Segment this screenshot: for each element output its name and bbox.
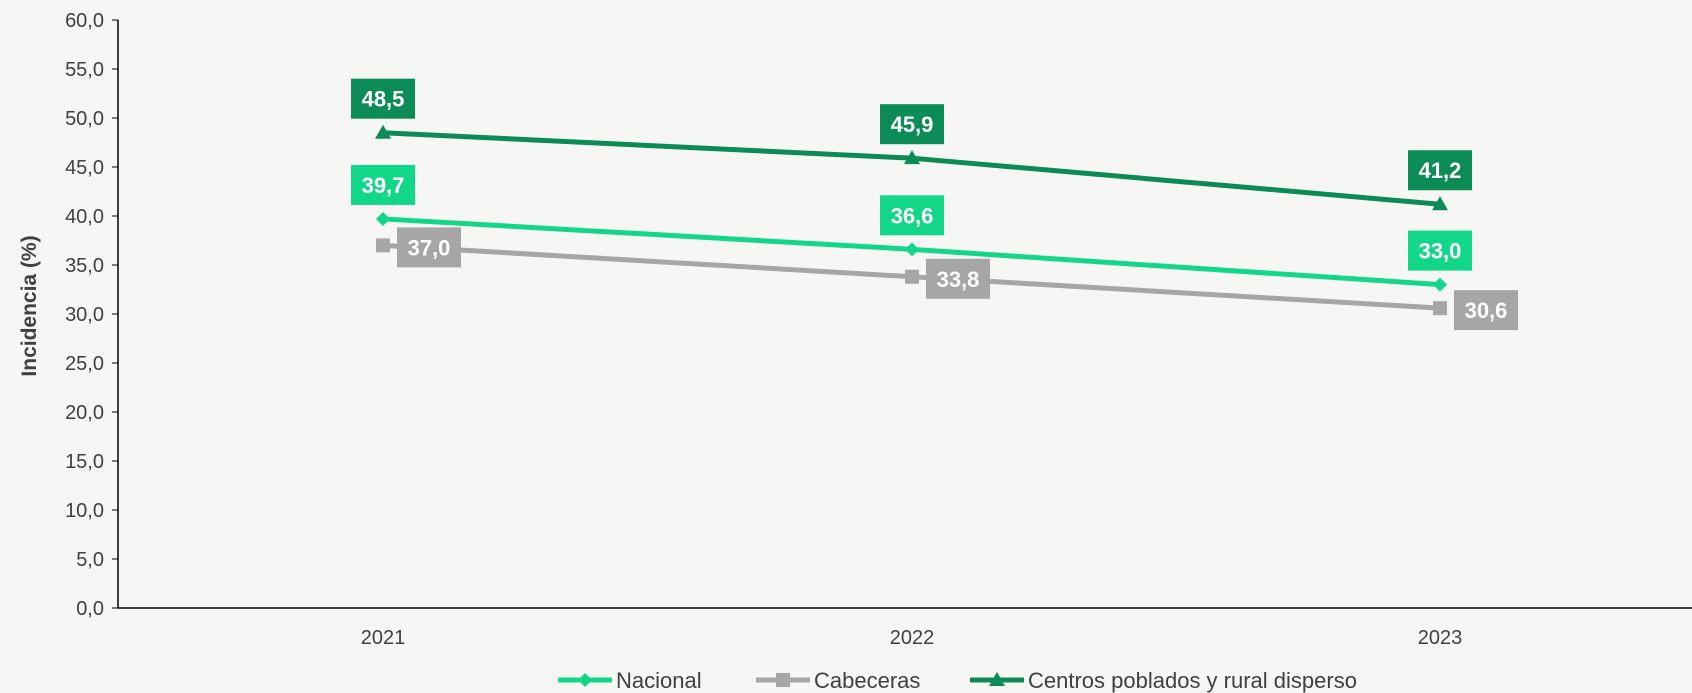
data-point — [1433, 277, 1447, 292]
data-label-text: 37,0 — [408, 235, 451, 260]
data-label-text: 48,5 — [362, 87, 405, 112]
y-tick-label: 45,0 — [65, 157, 104, 179]
y-tick-label: 10,0 — [65, 500, 104, 522]
x-tick-label: 2022 — [890, 627, 935, 649]
y-tick-label: 5,0 — [76, 549, 104, 571]
data-point — [376, 211, 390, 226]
data-label: 37,0 — [397, 227, 461, 268]
data-label-box — [351, 78, 415, 119]
y-axis-title: Incidencia (%) — [18, 235, 41, 376]
y-tick-label: 35,0 — [65, 255, 104, 277]
data-label-text: 45,9 — [891, 112, 934, 137]
data-point — [1432, 196, 1448, 211]
data-label: 33,8 — [926, 258, 990, 299]
x-axis-ticks: 2021 2022 2023 — [361, 627, 1463, 649]
data-label: 48,5 — [351, 78, 415, 119]
legend-marker — [776, 673, 790, 687]
y-tick-label: 25,0 — [65, 353, 104, 375]
legend-item: Nacional — [558, 668, 702, 693]
data-label: 33,0 — [1408, 230, 1472, 271]
series — [375, 124, 1448, 316]
legend-marker — [578, 673, 592, 687]
legend-label: Nacional — [616, 668, 702, 693]
y-tick-label: 60,0 — [65, 10, 104, 32]
legend-item: Centros poblados y rural disperso — [970, 668, 1357, 693]
data-label-text: 39,7 — [362, 173, 405, 198]
y-tick-label: 55,0 — [65, 59, 104, 81]
data-label: 39,7 — [351, 164, 415, 205]
y-tick-label: 50,0 — [65, 108, 104, 130]
x-tick-label: 2021 — [361, 627, 406, 649]
y-tick-label: 30,0 — [65, 304, 104, 326]
data-point — [375, 124, 391, 139]
data-labels: 39,7 36,6 33,0 37,0 33,8 30,6 48,5 45,9 41,2 — [351, 78, 1518, 331]
legend-marker — [989, 672, 1005, 686]
data-label-box — [926, 258, 990, 299]
data-label-box — [880, 104, 944, 145]
data-label-text: 33,8 — [937, 267, 980, 292]
data-point — [905, 242, 919, 257]
legend-item: Cabeceras — [756, 668, 920, 693]
data-label-box — [397, 227, 461, 268]
y-tick-label: 40,0 — [65, 206, 104, 228]
data-label-box — [1408, 230, 1472, 271]
data-label-box — [1408, 150, 1472, 191]
y-tick-label: 20,0 — [65, 402, 104, 424]
data-label-text: 36,6 — [891, 203, 934, 228]
data-label: 30,6 — [1454, 290, 1518, 331]
data-point — [904, 150, 920, 165]
legend-label: Centros poblados y rural disperso — [1028, 668, 1357, 693]
data-label-text: 30,6 — [1465, 298, 1508, 323]
data-label: 41,2 — [1408, 150, 1472, 191]
data-point — [1433, 301, 1447, 316]
data-label-text: 41,2 — [1419, 158, 1462, 183]
x-tick-label: 2023 — [1418, 627, 1463, 649]
data-label: 36,6 — [880, 195, 944, 236]
data-point — [905, 269, 919, 284]
y-tick-label: 15,0 — [65, 451, 104, 473]
y-tick-label: 0,0 — [76, 598, 104, 620]
data-label-box — [1454, 290, 1518, 331]
data-label: 45,9 — [880, 104, 944, 145]
y-axis-ticks: 0,0 5,0 10,0 15,0 20,0 25,0 30,0 35,0 40,0 45,0 50… — [65, 10, 118, 620]
data-label-box — [880, 195, 944, 236]
data-label-text: 33,0 — [1419, 239, 1462, 264]
legend: Nacional Cabeceras Centros poblados y rura… — [558, 668, 1357, 693]
data-point — [376, 238, 390, 253]
data-label-box — [351, 164, 415, 205]
legend-label: Cabeceras — [814, 668, 920, 693]
